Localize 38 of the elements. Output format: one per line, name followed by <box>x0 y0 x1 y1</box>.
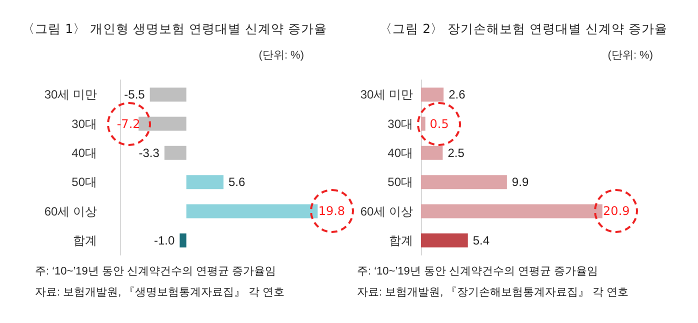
bar <box>421 175 507 190</box>
bar <box>421 204 602 218</box>
annotation: 0.5 <box>430 116 449 131</box>
y-tick-label: 60세 이상 <box>360 204 413 218</box>
y-tick-label: 30세 미만 <box>360 88 413 102</box>
data-label: 5.6 <box>228 175 246 190</box>
data-label: -3.3 <box>138 146 160 160</box>
text: 자료: 보험개발원, 『생명보험통계자료집』 각 연호 <box>35 286 284 298</box>
text: 자료: 보험개발원, 『장기손해보험통계자료집』 각 연호 <box>357 286 628 298</box>
y-tick-label: 40대 <box>72 146 97 160</box>
y-tick-label: 30대 <box>72 116 97 131</box>
y-tick-label: 합계 <box>73 233 97 248</box>
text: 주: ‘10~’19년 동안 신계약건수의 연평균 증가율임 <box>35 266 276 278</box>
y-tick-label: 40대 <box>388 146 413 160</box>
y-tick-label: 60세 이상 <box>44 204 97 218</box>
y-tick-label: 30대 <box>388 116 413 131</box>
data-label: 9.9 <box>512 175 529 190</box>
bar <box>421 146 443 160</box>
data-label: 5.4 <box>472 233 490 248</box>
annotation: 19.8 <box>318 204 346 218</box>
annotation: 20.9 <box>603 204 630 218</box>
data-label: 2.5 <box>448 146 465 160</box>
annotation: -7.2 <box>116 116 140 131</box>
text: (단위: %) <box>608 50 654 62</box>
y-tick-label: 50대 <box>388 175 413 190</box>
bar <box>421 233 468 248</box>
text: 주: ‘10~’19년 동안 신계약건수의 연평균 증가율임 <box>357 266 598 278</box>
data-label: -5.5 <box>124 88 146 102</box>
chart-title: 〈그림 2〉 장기손해보험 연령대별 신계약 증가율 <box>380 21 668 36</box>
bar <box>421 116 426 131</box>
data-label: -1.0 <box>154 233 176 248</box>
bar <box>421 88 444 102</box>
chart-title: 〈그림 1〉 개인형 생명보험 연령대별 신계약 증가율 <box>22 21 327 36</box>
y-tick-label: 합계 <box>389 233 413 248</box>
y-tick-label: 30세 미만 <box>44 88 97 102</box>
chart-subtitle: (단위: %) <box>258 50 304 62</box>
data-label: 2.6 <box>448 88 466 102</box>
y-tick-label: 50대 <box>72 175 97 190</box>
